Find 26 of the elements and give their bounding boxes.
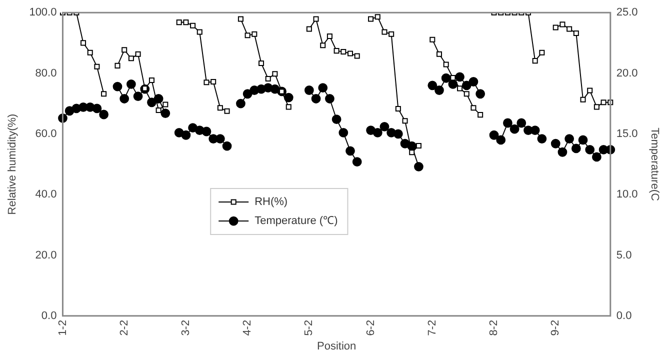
y2-axis-title: Temperature(C: [648, 128, 660, 201]
legend-label: RH(%): [254, 196, 288, 208]
x-tick-label: 8-2: [488, 320, 500, 336]
y-tick-label: 60.0: [35, 128, 57, 140]
x-tick-label: 9-2: [550, 320, 562, 336]
y-tick-label: 80.0: [35, 67, 57, 80]
y-tick-label: 100.0: [29, 6, 57, 19]
x-tick-label: 2-2: [118, 320, 130, 336]
y2-tick-label: 25.0: [616, 6, 638, 19]
y2-tick-label: 20.0: [616, 67, 638, 80]
y-axis-title: Relative humidity(%): [6, 114, 19, 215]
x-tick-label: 6-2: [364, 320, 377, 336]
x-tick-label: 5-2: [303, 320, 316, 336]
x-tick-label: 1-2: [56, 320, 69, 336]
legend-label: Temperature (℃): [254, 215, 338, 228]
y-tick-label: 20.0: [35, 249, 57, 262]
x-tick-label: 3-2: [180, 320, 192, 336]
y2-tick-label: 15.0: [616, 128, 638, 140]
x-tick-label: 7-2: [426, 320, 438, 336]
y2-tick-label: 10.0: [616, 188, 638, 201]
x-axis-title: Position: [316, 340, 356, 352]
y2-tick-label: 0.0: [616, 310, 632, 322]
x-tick-label: 4-2: [242, 320, 254, 336]
y-tick-label: 40.0: [35, 188, 57, 201]
y2-tick-label: 5.0: [616, 249, 632, 262]
y-tick-label: 0.0: [41, 310, 57, 322]
